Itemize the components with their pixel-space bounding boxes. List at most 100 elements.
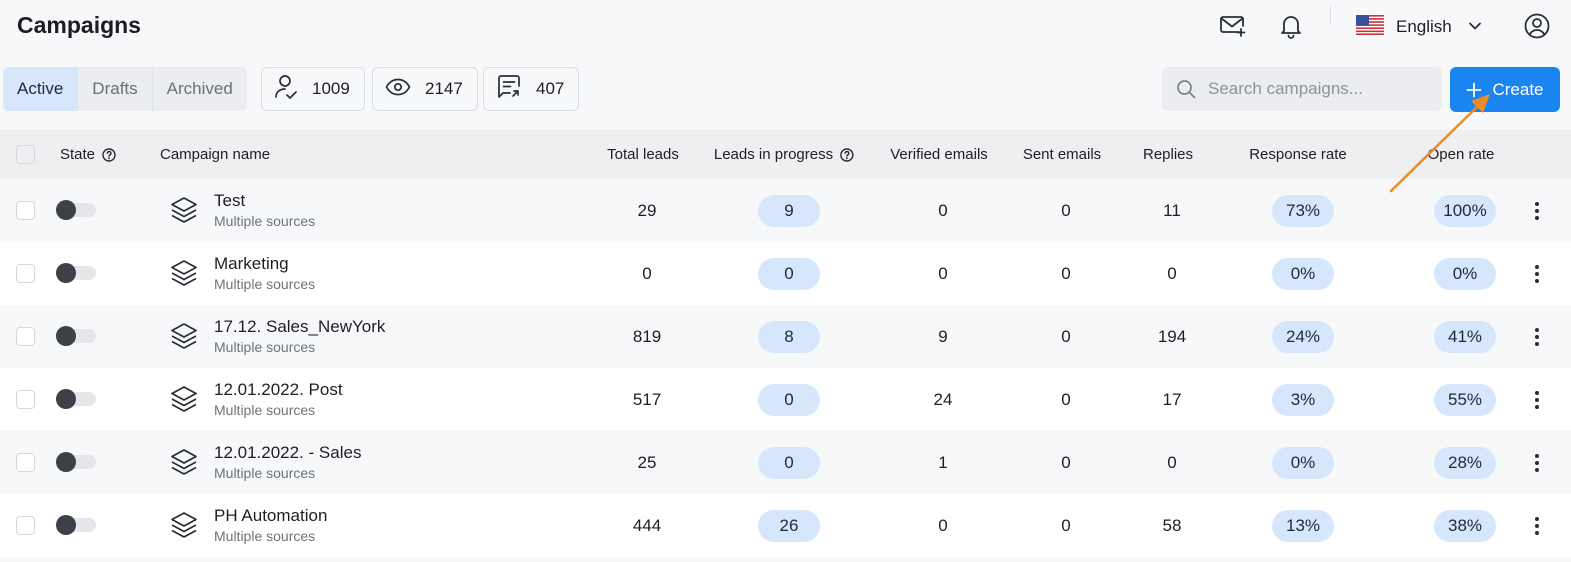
user-check-icon — [274, 74, 298, 105]
row-checkbox[interactable] — [16, 390, 35, 409]
response-rate-badge: 24% — [1272, 320, 1334, 353]
sent-emails-value: 0 — [1061, 263, 1071, 283]
toolbar: Active Drafts Archived 1009 2147 — [0, 66, 1571, 112]
leads-in-progress-cell: 9 — [758, 179, 820, 242]
campaign-status-tabs: Active Drafts Archived — [3, 67, 247, 111]
campaign-name[interactable]: PH Automation — [214, 506, 328, 525]
row-checkbox[interactable] — [16, 453, 35, 472]
campaign-name[interactable]: 12.01.2022. - Sales — [214, 443, 362, 462]
search-input[interactable] — [1206, 78, 1430, 100]
replies-stat-value: 407 — [536, 79, 565, 98]
open-rate-cell: 55% — [1434, 368, 1496, 431]
response-rate-badge: 13% — [1272, 509, 1334, 542]
verified-emails-value: 0 — [938, 263, 948, 283]
table-row[interactable]: Marketing Multiple sources 0 0 0 0 0 0% 0% — [0, 242, 1571, 305]
campaign-source: Multiple sources — [214, 213, 316, 229]
more-vertical-icon[interactable] — [1528, 199, 1546, 223]
select-all-checkbox[interactable] — [16, 145, 35, 164]
more-vertical-icon[interactable] — [1528, 262, 1546, 286]
layers-icon — [168, 257, 200, 289]
language-label: English — [1396, 17, 1452, 36]
table-header: State Campaign name Total leads Leads in… — [0, 130, 1571, 179]
column-header-state: State — [60, 130, 116, 179]
campaign-name[interactable]: Test — [214, 191, 246, 210]
replies-value: 58 — [1162, 515, 1182, 535]
campaign-name[interactable]: 12.01.2022. Post — [214, 380, 343, 399]
open-rate-cell: 100% — [1434, 179, 1496, 242]
state-toggle[interactable] — [56, 200, 96, 220]
layers-icon — [168, 383, 200, 415]
campaign-source: Multiple sources — [214, 465, 316, 481]
state-toggle[interactable] — [56, 452, 96, 472]
leads-in-progress-cell: 26 — [758, 494, 820, 557]
response-rate-cell: 0% — [1272, 242, 1334, 305]
leads-in-progress-cell: 8 — [758, 305, 820, 368]
state-toggle[interactable] — [56, 326, 96, 346]
sent-emails-value: 0 — [1061, 326, 1071, 346]
chevron-down-icon — [1468, 18, 1482, 36]
open-rate-cell: 38% — [1434, 494, 1496, 557]
row-checkbox[interactable] — [16, 264, 35, 283]
help-circle-icon[interactable] — [102, 147, 116, 162]
us-flag-icon — [1356, 14, 1384, 40]
leads-in-progress-badge: 26 — [758, 509, 820, 542]
tab-archived[interactable]: Archived — [166, 79, 233, 98]
verified-emails-value: 0 — [938, 515, 948, 535]
plus-icon — [1466, 82, 1482, 98]
campaign-name[interactable]: 17.12. Sales_NewYork — [214, 317, 386, 336]
column-header-state-label: State — [60, 146, 96, 163]
total-leads-value: 25 — [637, 452, 657, 472]
table-row[interactable]: 17.12. Sales_NewYork Multiple sources 819 8… — [0, 305, 1571, 368]
open-rate-badge: 38% — [1434, 509, 1496, 542]
mail-plus-icon[interactable] — [1218, 11, 1248, 41]
language-selector[interactable]: English — [1356, 13, 1482, 41]
column-header-total-leads: Total leads — [607, 146, 679, 163]
total-leads-value: 517 — [632, 389, 662, 409]
table-row[interactable]: Test Multiple sources 29 9 0 0 11 73% 100% — [0, 179, 1571, 242]
open-rate-cell: 28% — [1434, 431, 1496, 494]
campaign-name[interactable]: Marketing — [214, 254, 289, 273]
column-header-verified-emails: Verified emails — [890, 146, 988, 163]
more-vertical-icon[interactable] — [1528, 388, 1546, 412]
more-vertical-icon[interactable] — [1528, 514, 1546, 538]
row-checkbox[interactable] — [16, 516, 35, 535]
table-row[interactable]: 12.01.2022. - Sales Multiple sources 25 0 1 0… — [0, 431, 1571, 494]
layers-icon — [168, 320, 200, 352]
views-stat[interactable]: 2147 — [372, 67, 478, 111]
table-row[interactable]: 12.01.2022. Post Multiple sources 517 0 24 0 1… — [0, 368, 1571, 431]
replies-stat[interactable]: 407 — [483, 67, 580, 111]
table-row[interactable]: PH Automation Multiple sources 444 26 0 0 58 13… — [0, 494, 1571, 557]
campaign-source: Multiple sources — [214, 276, 316, 292]
more-vertical-icon[interactable] — [1528, 451, 1546, 475]
column-header-leads-in-progress: Leads in progress — [714, 130, 854, 179]
open-rate-badge: 55% — [1434, 383, 1496, 416]
campaign-source: Multiple sources — [214, 528, 316, 544]
user-circle-icon[interactable] — [1522, 11, 1552, 41]
replies-value: 0 — [1167, 452, 1177, 472]
layers-icon — [168, 194, 200, 226]
bell-icon[interactable] — [1276, 11, 1306, 41]
row-checkbox[interactable] — [16, 327, 35, 346]
tab-drafts[interactable]: Drafts — [78, 67, 153, 111]
row-checkbox[interactable] — [16, 201, 35, 220]
message-reply-icon — [496, 74, 522, 105]
search-box — [1162, 67, 1442, 111]
state-toggle[interactable] — [56, 515, 96, 535]
search-icon — [1176, 79, 1196, 99]
total-leads-value: 0 — [642, 263, 652, 283]
column-header-campaign-name: Campaign name — [160, 146, 271, 163]
tab-active[interactable]: Active — [3, 67, 79, 111]
replies-value: 0 — [1167, 263, 1177, 283]
sent-emails-value: 0 — [1061, 452, 1071, 472]
state-toggle[interactable] — [56, 263, 96, 283]
response-rate-cell: 24% — [1272, 305, 1334, 368]
help-circle-icon[interactable] — [840, 147, 854, 162]
more-vertical-icon[interactable] — [1528, 325, 1546, 349]
state-toggle[interactable] — [56, 389, 96, 409]
open-rate-badge: 28% — [1434, 446, 1496, 479]
top-bar: Campaigns English — [0, 0, 1571, 56]
leads-stat[interactable]: 1009 — [261, 67, 365, 111]
layers-icon — [168, 509, 200, 541]
create-button[interactable]: Create — [1450, 67, 1560, 112]
replies-value: 194 — [1157, 326, 1187, 346]
